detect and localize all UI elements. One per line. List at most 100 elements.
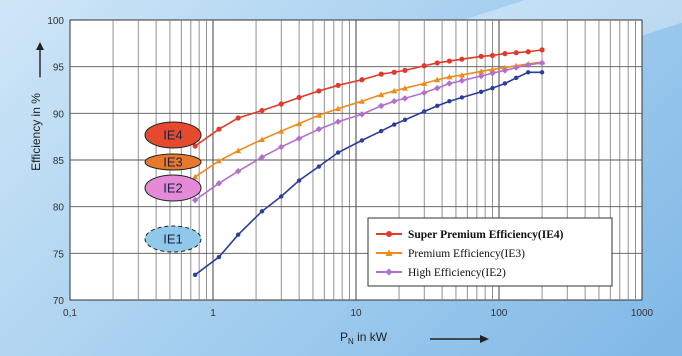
data-point <box>446 80 453 87</box>
data-point <box>334 118 342 125</box>
data-point <box>235 147 242 154</box>
data-point <box>421 80 428 86</box>
legend-entry: Premium Efficiency(IE3) <box>408 248 525 260</box>
y-tick-label: 80 <box>53 203 65 214</box>
data-point <box>478 89 484 95</box>
x-tick-label: 1 <box>210 308 216 319</box>
data-point <box>279 194 284 199</box>
data-point <box>335 105 342 112</box>
data-point <box>296 120 303 127</box>
data-point <box>191 196 199 204</box>
data-point <box>490 85 495 91</box>
data-point <box>358 98 365 104</box>
data-point <box>316 88 322 94</box>
data-point <box>525 49 531 55</box>
data-point <box>478 68 485 74</box>
legend-marker <box>386 231 392 237</box>
data-point <box>278 143 285 151</box>
class-badge-ie4 <box>144 121 202 149</box>
data-point <box>296 94 302 101</box>
data-point <box>295 135 303 142</box>
data-point <box>513 64 520 71</box>
data-point <box>315 112 322 118</box>
data-point <box>477 72 485 80</box>
class-badge-label: IE1 <box>163 232 183 247</box>
x-axis-label: PN in kW <box>340 330 388 346</box>
data-point <box>216 254 222 260</box>
data-point <box>335 82 341 88</box>
data-point <box>539 47 545 53</box>
y-axis-arrowhead <box>36 42 44 50</box>
data-point <box>446 73 453 80</box>
data-point <box>435 103 440 109</box>
data-point <box>259 107 265 114</box>
data-point <box>258 154 266 161</box>
data-point <box>358 111 366 118</box>
data-point <box>402 67 408 73</box>
data-point <box>335 150 341 155</box>
legend-entry: Super Premium Efficiency(IE4) <box>408 229 564 241</box>
data-point <box>216 126 222 132</box>
data-point <box>501 67 509 74</box>
data-point <box>378 91 385 98</box>
data-point <box>215 157 222 164</box>
series-line-0 <box>194 49 543 147</box>
x-tick-label: 10 <box>350 308 362 319</box>
data-point <box>422 109 427 114</box>
data-point <box>434 60 440 66</box>
data-point <box>278 128 285 134</box>
data-point <box>259 209 265 214</box>
data-point <box>234 168 242 175</box>
data-point <box>391 98 398 105</box>
series-line-3 <box>194 71 543 276</box>
data-point <box>421 89 428 96</box>
data-point <box>513 50 519 56</box>
series-line-1 <box>194 61 543 178</box>
data-point <box>215 180 223 187</box>
data-point <box>539 70 545 75</box>
data-point <box>378 128 384 134</box>
legend-box <box>367 217 613 287</box>
data-point <box>296 178 302 183</box>
legend-marker <box>385 268 393 276</box>
data-point <box>538 59 546 67</box>
data-point <box>489 52 496 59</box>
data-point <box>235 232 241 237</box>
y-tick-label: 85 <box>53 156 65 167</box>
class-badge-label: IE4 <box>163 128 183 143</box>
data-point <box>434 76 441 83</box>
legend-entry: High Efficiency(IE2) <box>408 267 506 279</box>
data-point <box>421 63 427 69</box>
class-badge-label: IE2 <box>163 181 183 196</box>
data-point <box>192 272 198 277</box>
class-badge-ie3 <box>144 153 202 171</box>
data-point <box>524 61 532 68</box>
data-point <box>359 138 365 143</box>
class-badge-ie1 <box>144 225 202 253</box>
y-tick-label: 70 <box>53 296 65 307</box>
y-tick-label: 100 <box>47 16 64 27</box>
data-point <box>378 71 384 77</box>
data-point <box>391 87 398 94</box>
data-point <box>478 53 484 60</box>
data-point <box>192 143 198 149</box>
data-point <box>459 56 465 62</box>
data-point <box>446 58 453 64</box>
data-point <box>278 101 284 107</box>
y-axis-label: Efficiency in % <box>29 93 43 171</box>
x-axis-arrowhead <box>480 335 489 343</box>
data-point <box>402 117 408 123</box>
data-point <box>489 66 496 72</box>
data-point <box>447 99 452 104</box>
data-point <box>392 122 397 127</box>
data-point <box>235 115 241 121</box>
data-point <box>502 81 508 86</box>
data-point <box>525 70 531 75</box>
x-tick-label: 0,1 <box>63 308 77 319</box>
data-point <box>377 102 385 110</box>
data-point <box>258 136 265 142</box>
data-point <box>359 77 365 83</box>
x-tick-label: 100 <box>491 308 508 319</box>
data-point <box>458 72 465 78</box>
